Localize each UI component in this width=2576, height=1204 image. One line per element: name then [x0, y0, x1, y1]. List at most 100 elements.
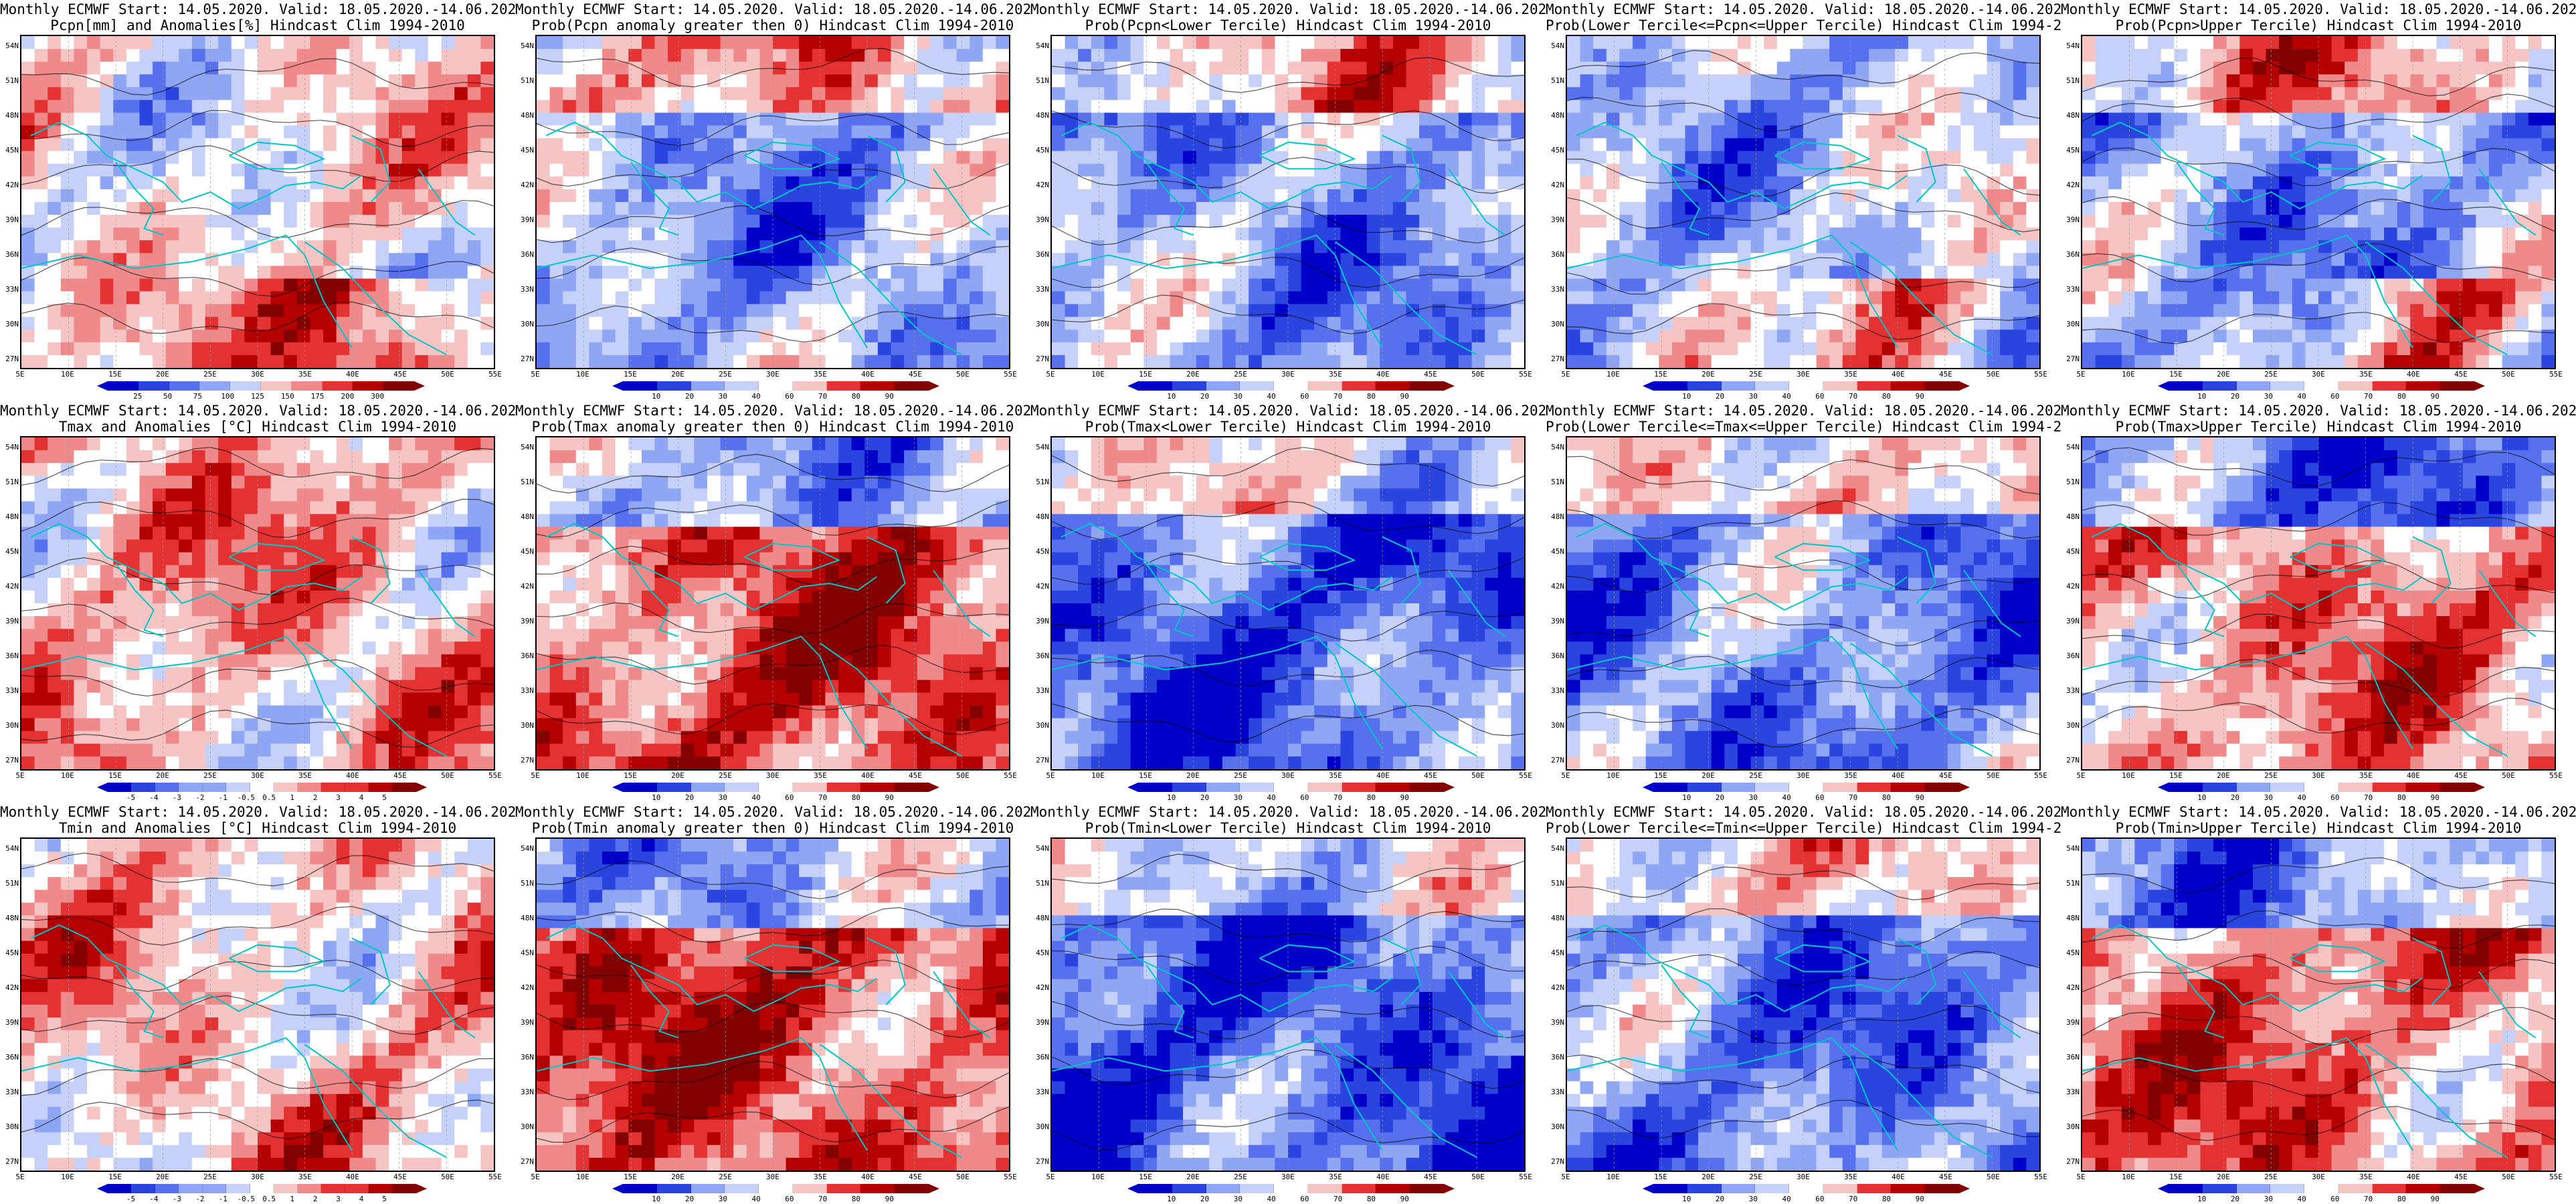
- lat-tick-label: 48N: [5, 512, 19, 521]
- colorbar-tick-label: 10: [652, 392, 661, 401]
- lon-tick-label: 55E: [2549, 370, 2563, 379]
- lon-tick-label: 25E: [2264, 1173, 2278, 1181]
- lon-tick-label: 30E: [251, 1173, 264, 1181]
- colorbar-tick-label: 10: [2197, 793, 2207, 802]
- colorbar-tick-label: 90: [1915, 392, 1924, 401]
- lon-tick-label: 5E: [1046, 771, 1055, 780]
- lon-tick-label: 15E: [624, 1173, 637, 1181]
- colorbar-labels: 10 20 30 40 60 70 80 90: [2169, 793, 2468, 803]
- lon-tick-label: 35E: [1329, 771, 1342, 780]
- map-panel-pcpn-prob-lower: Monthly ECMWF Start: 14.05.2020. Valid: …: [1030, 0, 1546, 401]
- lon-tick-label: 10E: [576, 1173, 589, 1181]
- forecast-map: [1050, 35, 1526, 369]
- colorbar-tick-label: 60: [1815, 793, 1825, 802]
- colorbar: [1127, 1184, 1455, 1193]
- lat-tick-label: 42N: [1551, 181, 1564, 189]
- colorbar-tick-label: 20: [1715, 392, 1725, 401]
- colorbar: [97, 381, 425, 391]
- lat-tick-label: 48N: [1551, 512, 1564, 521]
- lat-tick-label: 36N: [1036, 1053, 1049, 1062]
- lat-tick-label: 45N: [5, 948, 19, 957]
- lat-tick-label: 45N: [5, 146, 19, 155]
- lon-tick-label: 5E: [15, 771, 25, 780]
- lon-tick-label: 35E: [814, 370, 827, 379]
- lon-tick-label: 55E: [488, 370, 502, 379]
- lon-tick-label: 40E: [861, 771, 875, 780]
- lat-tick-label: 36N: [521, 250, 534, 259]
- colorbar-labels: 10 20 30 40 60 70 80 90: [2169, 392, 2468, 401]
- lat-tick-label: 48N: [521, 512, 534, 521]
- panel-title-line1: Monthly ECMWF Start: 14.05.2020. Valid: …: [1546, 1, 2061, 17]
- panel-title-line2: Pcpn[mm] and Anomalies[%] Hindcast Clim …: [50, 17, 465, 33]
- lon-tick-label: 45E: [909, 370, 922, 379]
- map-field: [537, 437, 1009, 769]
- lon-tick-label: 5E: [531, 370, 540, 379]
- colorbar-tick-label: 20: [684, 793, 695, 802]
- lon-tick-label: 55E: [1004, 771, 1017, 780]
- colorbar-tick-label: 40: [1782, 392, 1791, 401]
- panel-title-line1: Monthly ECMWF Start: 14.05.2020. Valid: …: [2061, 403, 2576, 419]
- colorbar-tick-label: 90: [1400, 392, 1409, 401]
- lon-tick-label: 50E: [956, 1173, 970, 1181]
- lon-tick-label: 10E: [1091, 771, 1105, 780]
- lon-tick-label: 35E: [298, 771, 312, 780]
- colorbar-tick-label: 30: [1233, 793, 1243, 802]
- colorbar-tick-label: 3: [336, 793, 341, 802]
- lat-tick-label: 42N: [5, 983, 19, 992]
- lat-tick-label: 33N: [1551, 1088, 1564, 1096]
- lon-tick-label: 20E: [1701, 771, 1715, 780]
- colorbar-tick-label: 80: [1366, 392, 1376, 401]
- colorbar-tick-label: 300: [371, 392, 385, 401]
- lat-tick-label: 42N: [5, 582, 19, 591]
- lat-tick-label: 27N: [2066, 1157, 2080, 1166]
- lon-tick-label: 15E: [2169, 771, 2183, 780]
- colorbar-tick-label: 80: [851, 1195, 861, 1203]
- colorbar-tick-label: 175: [310, 392, 325, 401]
- lat-tick-label: 30N: [1036, 721, 1049, 730]
- lat-tick-label: 27N: [5, 355, 19, 363]
- map-field: [537, 36, 1009, 368]
- lon-tick-label: 10E: [1606, 1173, 1620, 1181]
- lat-tick-label: 27N: [521, 1157, 534, 1166]
- colorbar-tick-label: 30: [1748, 1195, 1758, 1203]
- panel-title-line2: Prob(Pcpn anomaly greater then 0) Hindca…: [531, 17, 1014, 33]
- lat-tick-label: 51N: [2066, 76, 2080, 85]
- map-panel-tmax-prob-upper: Monthly ECMWF Start: 14.05.2020. Valid: …: [2061, 401, 2576, 803]
- lat-tick-label: 33N: [5, 1088, 19, 1096]
- lat-tick-label: 45N: [1551, 948, 1564, 957]
- lon-tick-label: 50E: [2502, 771, 2515, 780]
- lat-tick-label: 36N: [521, 1053, 534, 1062]
- lon-tick-label: 35E: [1844, 1173, 1857, 1181]
- panel-title-line2: Prob(Tmin anomaly greater then 0) Hindca…: [531, 820, 1014, 836]
- colorbar-labels: 10 20 30 40 60 70 80 90: [1138, 793, 1438, 803]
- lat-tick-label: 51N: [1036, 76, 1049, 85]
- lat-tick-label: 27N: [1551, 1157, 1564, 1166]
- panel-title-line2: Prob(Tmin<Lower Tercile) Hindcast Clim 1…: [1085, 820, 1491, 836]
- colorbar-tick-label: 40: [2297, 793, 2306, 802]
- colorbar-tick-label: 90: [1915, 793, 1924, 802]
- lat-tick-label: 45N: [521, 547, 534, 556]
- lon-tick-label: 35E: [1844, 771, 1857, 780]
- lon-tick-label: 20E: [156, 370, 169, 379]
- forecast-map: [2081, 35, 2556, 369]
- colorbar-tick-label: 40: [1782, 793, 1791, 802]
- lon-tick-label: 30E: [2312, 1173, 2325, 1181]
- lon-tick-label: 5E: [15, 370, 25, 379]
- colorbar-tick-label: 2: [312, 1195, 318, 1203]
- colorbar-tick-label: 90: [1400, 1195, 1409, 1203]
- lat-tick-label: 42N: [521, 181, 534, 189]
- lon-tick-label: 10E: [61, 1173, 74, 1181]
- lat-tick-label: 39N: [1551, 1018, 1564, 1027]
- map-field: [21, 839, 494, 1171]
- lon-tick-label: 20E: [1186, 1173, 1200, 1181]
- lon-tick-label: 45E: [2454, 771, 2468, 780]
- lat-tick-label: 30N: [521, 721, 534, 730]
- lat-tick-label: 45N: [2066, 547, 2080, 556]
- colorbar-tick-label: 70: [1333, 1195, 1343, 1203]
- forecast-map: [1566, 436, 2041, 771]
- lat-tick-label: 48N: [5, 111, 19, 120]
- panel-title-line2: Prob(Tmax<Lower Tercile) Hindcast Clim 1…: [1085, 419, 1491, 435]
- lat-tick-label: 33N: [1551, 285, 1564, 294]
- panel-title-line1: Monthly ECMWF Start: 14.05.2020. Valid: …: [515, 1, 1030, 17]
- map-field: [2082, 437, 2555, 769]
